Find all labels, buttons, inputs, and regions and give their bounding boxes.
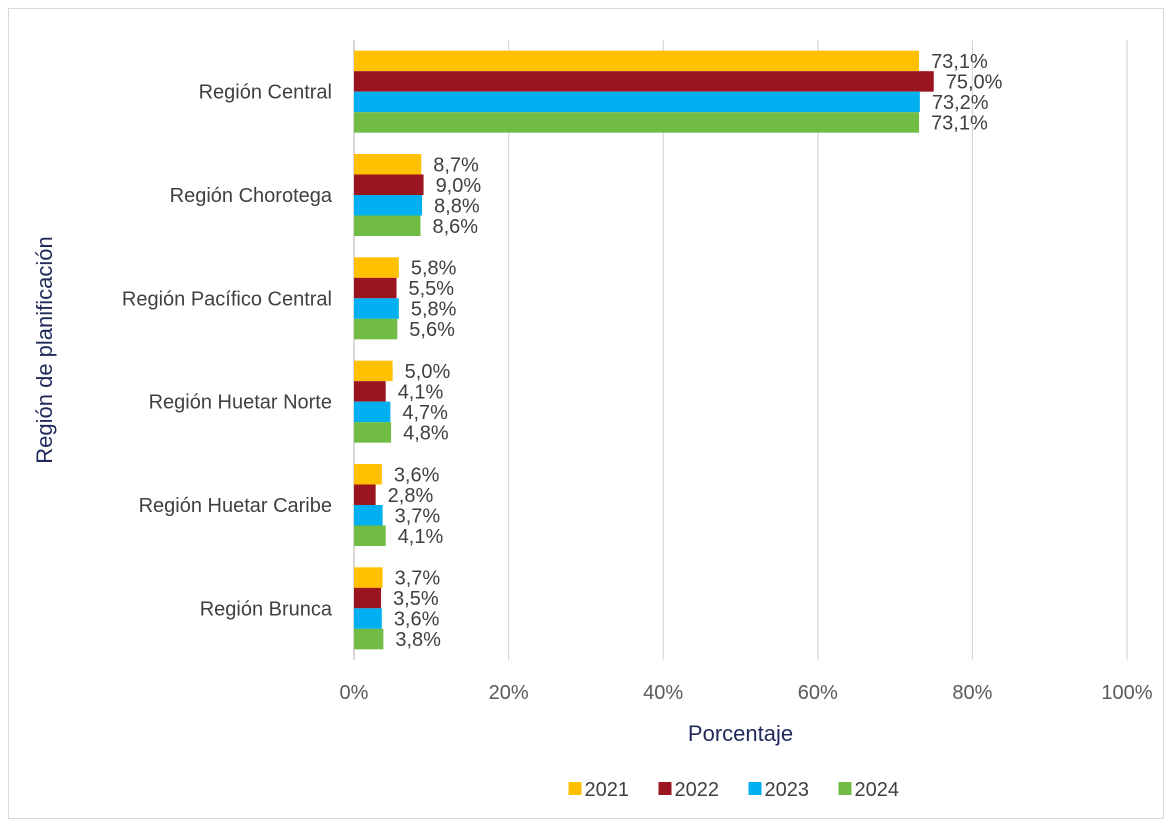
category-label: Región Huetar Norte (149, 392, 332, 414)
bar (354, 505, 383, 526)
bar (354, 318, 398, 340)
bar (354, 112, 920, 133)
legend-swatch (568, 782, 582, 795)
legend-label: 2021 (585, 779, 630, 801)
category-labels-group: Región Central Región Chorotega Región Pac… (122, 82, 333, 621)
data-label: 4,1% (398, 381, 444, 403)
data-label: 5,8% (411, 299, 457, 321)
bars-group (354, 50, 934, 650)
bar (354, 401, 391, 423)
x-tick-label: 0% (340, 682, 369, 704)
bar (354, 567, 383, 588)
bar (354, 381, 386, 402)
category-label: Región Chorotega (170, 185, 333, 207)
bar (354, 608, 382, 629)
bar (354, 195, 423, 216)
x-tick-label: 60% (798, 682, 838, 704)
data-label: 5,6% (409, 319, 455, 341)
legend-label: 2023 (765, 779, 810, 801)
data-label: 8,8% (434, 195, 480, 217)
bar (354, 50, 920, 72)
data-label: 5,8% (411, 258, 457, 280)
data-label: 4,1% (398, 526, 444, 548)
category-label: Región Central (199, 82, 332, 104)
bar (354, 154, 422, 175)
data-label: 3,5% (393, 588, 439, 610)
bar (354, 464, 382, 485)
data-label: 73,1% (931, 112, 988, 134)
legend-label: 2024 (855, 779, 900, 801)
bar (354, 628, 384, 650)
x-tick-labels-group: 0% 20% 40% 60% 80% 100% (340, 682, 1153, 704)
data-label: 8,7% (433, 154, 479, 176)
bar (354, 422, 392, 443)
y-axis-title: Región de planificación (32, 236, 57, 464)
bar (354, 298, 399, 319)
x-tick-label: 80% (952, 682, 992, 704)
data-label: 2,8% (388, 485, 434, 507)
data-label: 73,1% (931, 51, 988, 73)
legend-swatch (658, 782, 672, 795)
data-label: 3,6% (394, 609, 440, 631)
bar (354, 257, 399, 278)
bar (354, 525, 386, 546)
legend-swatch (748, 782, 762, 795)
data-label: 3,8% (395, 629, 441, 651)
x-tick-label: 20% (489, 682, 529, 704)
legend-swatch (838, 782, 852, 795)
category-label: Región Huetar Caribe (139, 495, 332, 517)
data-label: 3,7% (395, 505, 441, 527)
data-label: 5,0% (405, 361, 451, 383)
data-label: 8,6% (432, 216, 478, 238)
data-label: 4,8% (403, 422, 449, 444)
chart-frame (8, 8, 1164, 819)
bar (354, 277, 397, 299)
data-label: 5,5% (409, 278, 455, 300)
bar (354, 174, 424, 195)
data-label: 3,7% (395, 568, 441, 590)
bar (354, 91, 920, 113)
bar (354, 484, 376, 505)
x-tick-label: 100% (1101, 682, 1152, 704)
bar (354, 215, 421, 236)
data-label: 73,2% (932, 92, 989, 114)
gridlines (353, 40, 1128, 660)
data-label: 4,7% (402, 402, 448, 424)
x-axis-title: Porcentaje (688, 721, 793, 746)
bar (354, 587, 382, 609)
legend: 2021 2022 2023 2024 (568, 779, 900, 801)
data-label: 3,6% (394, 464, 440, 486)
x-tick-label: 40% (643, 682, 683, 704)
data-label: 75,0% (946, 71, 1003, 93)
category-label: Región Pacífico Central (122, 288, 332, 310)
legend-label: 2022 (675, 779, 720, 801)
data-labels-group: 73,1%75,0%73,2%73,1%8,7%9,0%8,8%8,6%5,8%… (388, 51, 1003, 651)
data-label: 9,0% (436, 175, 482, 197)
category-label: Región Brunca (200, 598, 333, 620)
bar (354, 360, 393, 382)
bar (354, 71, 934, 92)
